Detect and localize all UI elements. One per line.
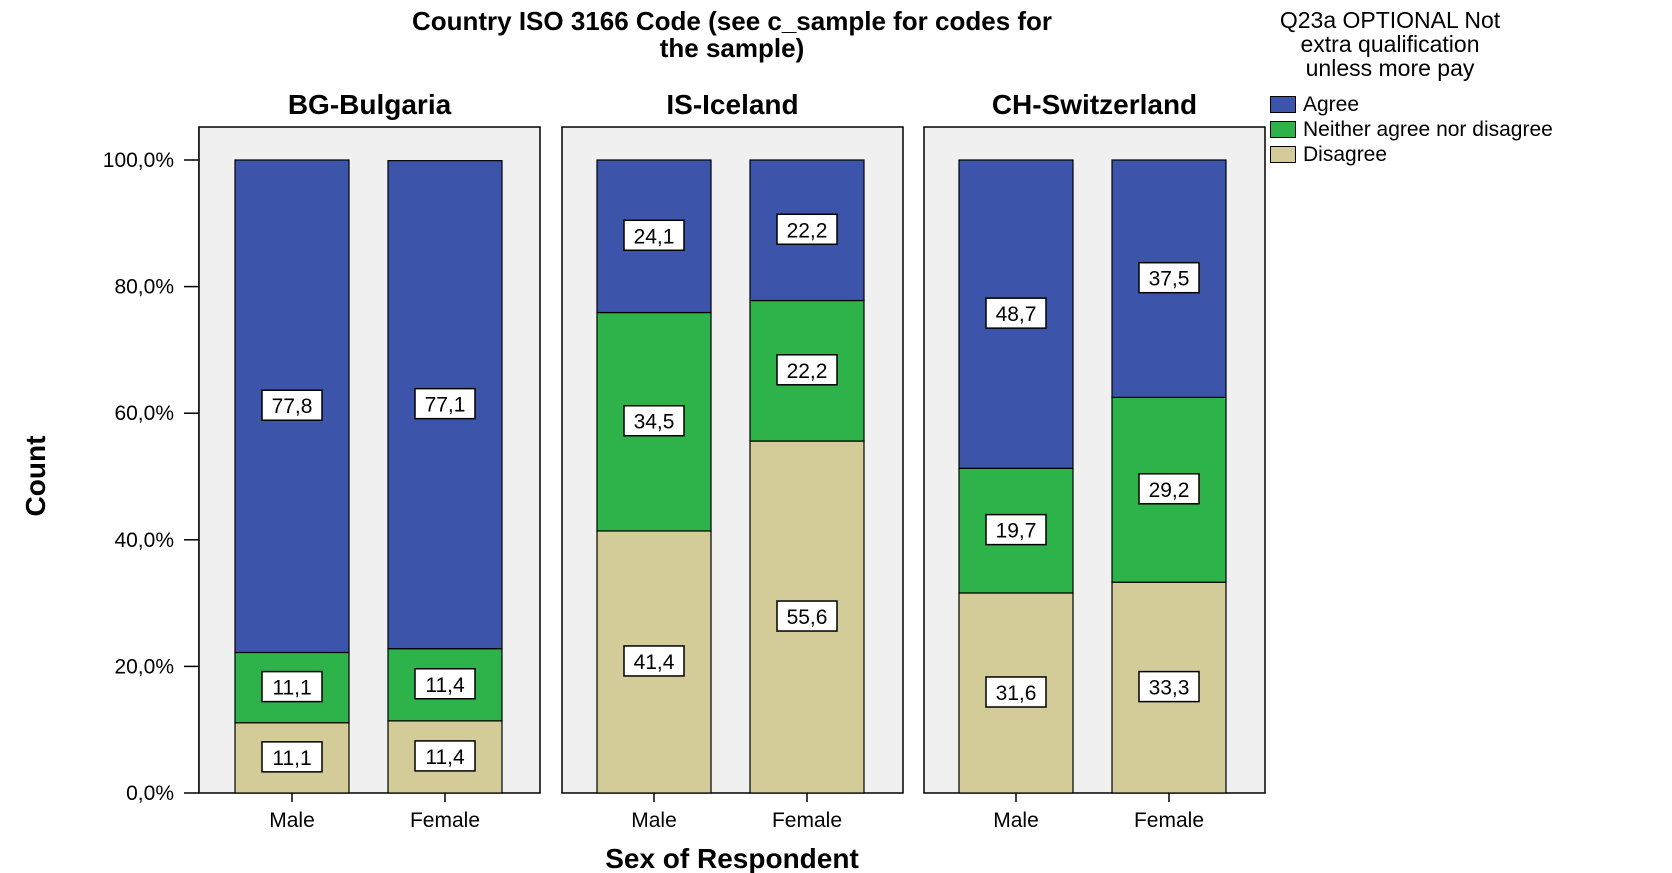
y-tick-label: 80,0%: [114, 276, 174, 299]
data-label-box: [414, 668, 476, 700]
data-label: 11,4: [425, 674, 465, 697]
legend-swatch: [1270, 146, 1296, 163]
data-label-box: [261, 670, 323, 703]
legend-label: Disagree: [1303, 142, 1388, 166]
data-label-box: [1138, 670, 1200, 703]
data-label-box: [623, 645, 685, 677]
data-label: 33,3: [1149, 677, 1190, 700]
data-label: 11,1: [272, 677, 311, 700]
data-label: 19,7: [996, 520, 1037, 543]
x-tick-label: Male: [269, 809, 315, 832]
panel-title: CH-Switzerland: [992, 89, 1197, 120]
data-label-box: [776, 600, 838, 632]
data-label-box: [776, 213, 838, 246]
x-axis-label: Sex of Respondent: [605, 843, 859, 873]
x-tick-label: Male: [993, 809, 1039, 832]
data-label-box: [261, 741, 323, 773]
legend-item: Agree: [1270, 92, 1553, 117]
data-label: 11,1: [272, 747, 311, 770]
legend: Agree Neither agree nor disagree Disagree: [1270, 92, 1553, 167]
data-label: 11,4: [425, 746, 465, 769]
y-tick-label: 100,0%: [103, 149, 174, 172]
legend-swatch: [1270, 96, 1296, 113]
data-label: 24,1: [634, 225, 675, 248]
legend-item: Neither agree nor disagree: [1270, 117, 1553, 142]
panel-title: IS-Iceland: [666, 89, 798, 120]
x-tick-label: Female: [772, 809, 842, 832]
legend-title: Q23a OPTIONAL Not extra qualification un…: [1279, 7, 1501, 81]
x-tick-label: Male: [631, 809, 677, 832]
x-tick-label: Female: [410, 809, 480, 832]
data-label-box: [985, 513, 1047, 546]
y-tick-label: 20,0%: [114, 655, 174, 678]
data-label-box: [1138, 261, 1200, 294]
data-label: 22,2: [787, 219, 828, 242]
legend-label: Agree: [1303, 92, 1360, 116]
data-label-box: [261, 389, 323, 421]
data-label-box: [985, 676, 1047, 708]
data-label: 77,1: [425, 394, 466, 417]
data-label-box: [1138, 473, 1200, 505]
data-label-box: [623, 404, 685, 437]
data-label-box: [414, 740, 476, 772]
chart-title-line-2: the sample): [660, 33, 805, 63]
data-label: 55,6: [787, 606, 828, 629]
panel-title: BG-Bulgaria: [288, 89, 452, 120]
data-label: 34,5: [634, 411, 675, 434]
data-label-box: [985, 297, 1047, 329]
data-label: 22,2: [787, 360, 828, 383]
legend-label: Neither agree nor disagree: [1303, 117, 1553, 141]
data-label: 41,4: [634, 651, 675, 674]
y-tick-label: 0,0%: [126, 782, 174, 805]
y-tick-label: 60,0%: [114, 402, 174, 425]
data-label: 37,5: [1149, 268, 1190, 291]
data-label: 31,6: [996, 682, 1037, 705]
legend-item: Disagree: [1270, 142, 1553, 167]
data-label-box: [414, 387, 476, 420]
y-axis-label: Count: [20, 436, 51, 517]
data-label-box: [623, 219, 685, 252]
legend-swatch: [1270, 121, 1296, 138]
data-label: 77,8: [272, 395, 313, 418]
chart-title: Country ISO 3166 Code (see c_sample for …: [412, 6, 1052, 36]
data-label-box: [776, 354, 838, 386]
data-label: 48,7: [996, 303, 1037, 326]
data-label: 29,2: [1149, 479, 1190, 502]
y-tick-label: 40,0%: [114, 529, 174, 552]
x-tick-label: Female: [1134, 809, 1204, 832]
